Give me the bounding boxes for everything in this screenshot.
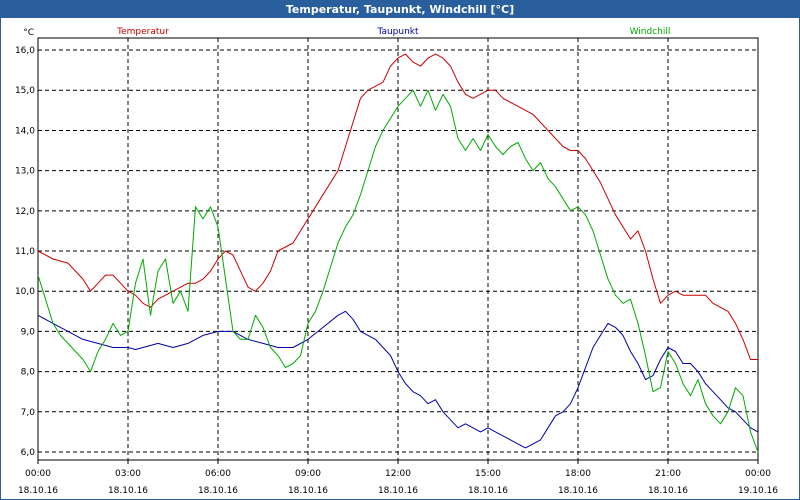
- x-tick-date: 18.10.16: [198, 486, 238, 496]
- legend-taupunkt: Taupunkt: [376, 27, 419, 37]
- y-tick-label: 9,0: [21, 327, 36, 337]
- y-tick-label: 6,0: [21, 448, 36, 458]
- series-line-temperatur: [37, 53, 758, 360]
- y-tick-label: 11,0: [15, 247, 35, 257]
- x-tick-time: 09:00: [295, 469, 321, 479]
- y-tick-label: 7,0: [21, 408, 36, 418]
- x-tick-date: 18.10.16: [18, 486, 58, 496]
- y-tick-label: 10,0: [15, 287, 35, 297]
- y-tick-label: 12,0: [15, 207, 35, 217]
- x-tick-date: 18.10.16: [288, 486, 328, 496]
- x-tick-date: 18.10.16: [108, 486, 148, 496]
- legend-temperatur: Temperatur: [116, 27, 169, 37]
- y-tick-label: 8,0: [21, 368, 36, 378]
- x-tick-date: 18.10.16: [378, 486, 418, 496]
- series-line-taupunkt: [37, 310, 759, 449]
- y-tick-label: 16,0: [15, 46, 35, 56]
- x-tick-time: 21:00: [655, 469, 681, 479]
- y-tick-label: 14,0: [15, 126, 35, 136]
- x-tick-time: 12:00: [385, 469, 411, 479]
- x-tick-time: 00:00: [745, 469, 771, 479]
- x-tick-date: 18.10.16: [558, 486, 598, 496]
- y-tick-label: 13,0: [15, 167, 35, 177]
- y-axis-unit: °C: [23, 28, 34, 38]
- x-tick-date: 18.10.16: [648, 486, 688, 496]
- x-tick-time: 06:00: [205, 469, 231, 479]
- x-tick-date: 18.10.16: [468, 486, 508, 496]
- y-tick-label: 15,0: [15, 86, 35, 96]
- x-tick-time: 18:00: [565, 469, 591, 479]
- series-line-windchill: [37, 89, 759, 453]
- x-tick-time: 03:00: [115, 469, 141, 479]
- legend-windchill: Windchill: [630, 27, 671, 37]
- x-tick-time: 00:00: [25, 469, 51, 479]
- x-tick-time: 15:00: [475, 469, 501, 479]
- window-title: Temperatur, Taupunkt, Windchill [°C]: [1, 1, 799, 18]
- x-tick-date: 19.10.16: [738, 486, 778, 496]
